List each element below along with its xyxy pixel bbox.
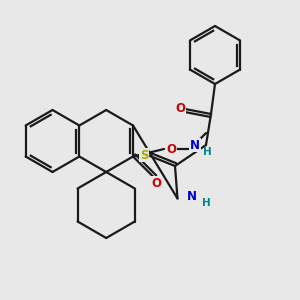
Text: O: O	[151, 177, 161, 190]
Text: O: O	[175, 101, 185, 115]
Text: H: H	[202, 197, 211, 208]
Text: N: N	[190, 139, 200, 152]
Text: H: H	[203, 146, 212, 157]
Text: N: N	[187, 190, 196, 202]
Text: S: S	[140, 148, 148, 161]
Text: O: O	[166, 142, 176, 155]
